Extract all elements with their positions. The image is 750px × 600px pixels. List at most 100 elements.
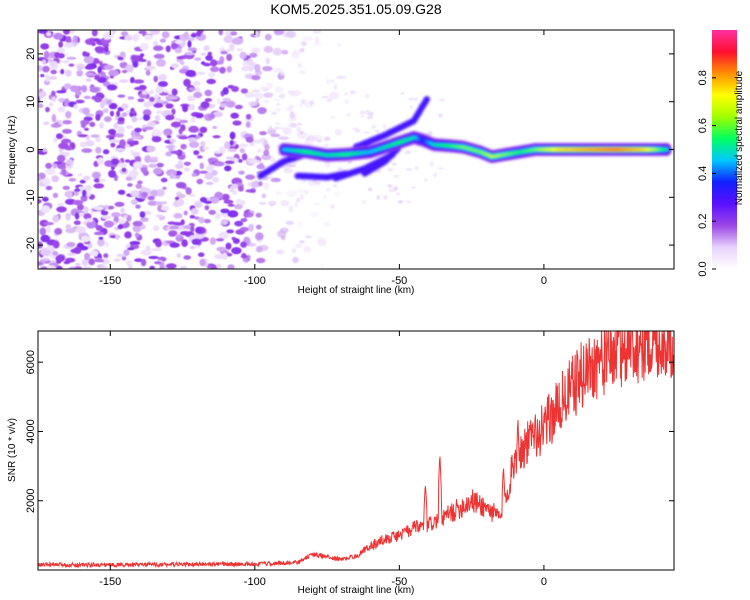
noise-cell <box>73 220 81 225</box>
noise-cell <box>56 47 66 54</box>
noise-cell <box>165 151 172 157</box>
noise-cell <box>180 219 185 226</box>
noise-cell <box>299 104 303 107</box>
noise-cell <box>195 112 204 119</box>
colorbar-tick-label: 0.4 <box>697 166 709 181</box>
noise-cell <box>147 195 155 201</box>
noise-cell <box>140 249 152 256</box>
noise-cell <box>141 191 148 198</box>
noise-cell <box>231 236 236 241</box>
noise-cell <box>270 177 281 183</box>
noise-cell <box>52 214 60 223</box>
noise-cell <box>148 255 159 260</box>
noise-cell <box>80 194 88 202</box>
noise-cell <box>248 223 254 232</box>
noise-cell <box>304 190 309 195</box>
noise-cell <box>43 50 50 59</box>
noise-cell <box>198 217 205 224</box>
noise-cell <box>56 154 66 162</box>
noise-cell <box>220 218 229 226</box>
noise-cell <box>427 130 433 136</box>
noise-cell <box>404 150 411 155</box>
noise-cell <box>226 53 233 62</box>
noise-cell <box>207 51 213 57</box>
noise-cell <box>215 212 221 220</box>
noise-cell <box>240 241 248 248</box>
noise-cell <box>89 121 96 127</box>
noise-cell <box>103 253 109 259</box>
noise-cell <box>205 54 213 61</box>
noise-cell <box>47 76 58 80</box>
noise-cell <box>259 86 267 90</box>
heatmap-x-label: Height of straight line (km) <box>298 285 415 296</box>
noise-cell <box>229 131 236 140</box>
noise-cell <box>40 43 50 50</box>
noise-cell <box>131 135 142 140</box>
noise-cell <box>174 196 180 201</box>
noise-cell <box>40 74 45 78</box>
noise-cell <box>45 106 50 113</box>
noise-cell <box>43 121 50 126</box>
noise-cell <box>75 226 87 234</box>
noise-cell <box>174 163 184 169</box>
noise-cell <box>188 193 196 197</box>
noise-cell <box>236 48 243 52</box>
noise-cell <box>183 78 191 87</box>
noise-cell <box>109 110 115 117</box>
x-tick-label: -150 <box>99 275 121 287</box>
noise-cell <box>46 31 52 37</box>
noise-cell <box>45 185 53 191</box>
noise-cell <box>371 124 377 130</box>
noise-cell <box>199 126 208 133</box>
noise-cell <box>238 170 245 175</box>
noise-cell <box>305 235 312 239</box>
noise-cell <box>395 192 401 196</box>
noise-cell <box>250 47 261 53</box>
colorbar-label: Normalized spectral amplitude <box>734 70 745 205</box>
noise-cell <box>83 95 91 100</box>
noise-cell <box>42 177 51 186</box>
noise-cell <box>132 220 143 227</box>
noise-cell <box>239 51 247 60</box>
noise-cell <box>104 241 109 248</box>
noise-cell <box>117 126 125 134</box>
noise-cell <box>273 30 285 36</box>
noise-cell <box>165 114 175 121</box>
noise-cell <box>263 182 270 190</box>
noise-cell <box>405 168 413 171</box>
noise-cell <box>189 245 196 250</box>
noise-cell <box>231 86 239 92</box>
noise-cell <box>244 92 255 98</box>
noise-cell <box>191 172 197 177</box>
noise-cell <box>290 114 297 122</box>
noise-cell <box>166 135 172 139</box>
noise-cell <box>183 31 189 38</box>
noise-cell <box>135 204 141 209</box>
noise-cell <box>77 173 83 177</box>
noise-cell <box>75 262 81 267</box>
noise-cell <box>261 193 267 199</box>
noise-cell <box>116 253 125 258</box>
noise-cell <box>38 90 47 98</box>
noise-cell <box>84 65 95 70</box>
noise-cell <box>212 176 219 183</box>
noise-cell <box>38 103 44 108</box>
noise-cell <box>124 34 133 41</box>
noise-cell <box>176 234 182 239</box>
noise-cell <box>99 122 104 129</box>
noise-cell <box>132 151 141 157</box>
noise-cell <box>81 85 88 93</box>
noise-cell <box>226 66 232 73</box>
noise-cell <box>188 37 196 42</box>
noise-cell <box>176 193 186 199</box>
noise-cell <box>62 128 72 134</box>
noise-cell <box>85 140 95 147</box>
noise-cell <box>57 202 65 208</box>
noise-cell <box>130 54 137 62</box>
noise-cell <box>255 224 262 230</box>
noise-cell <box>57 53 65 59</box>
noise-cell <box>58 41 64 48</box>
noise-cell <box>361 199 367 204</box>
noise-cell <box>291 248 297 254</box>
